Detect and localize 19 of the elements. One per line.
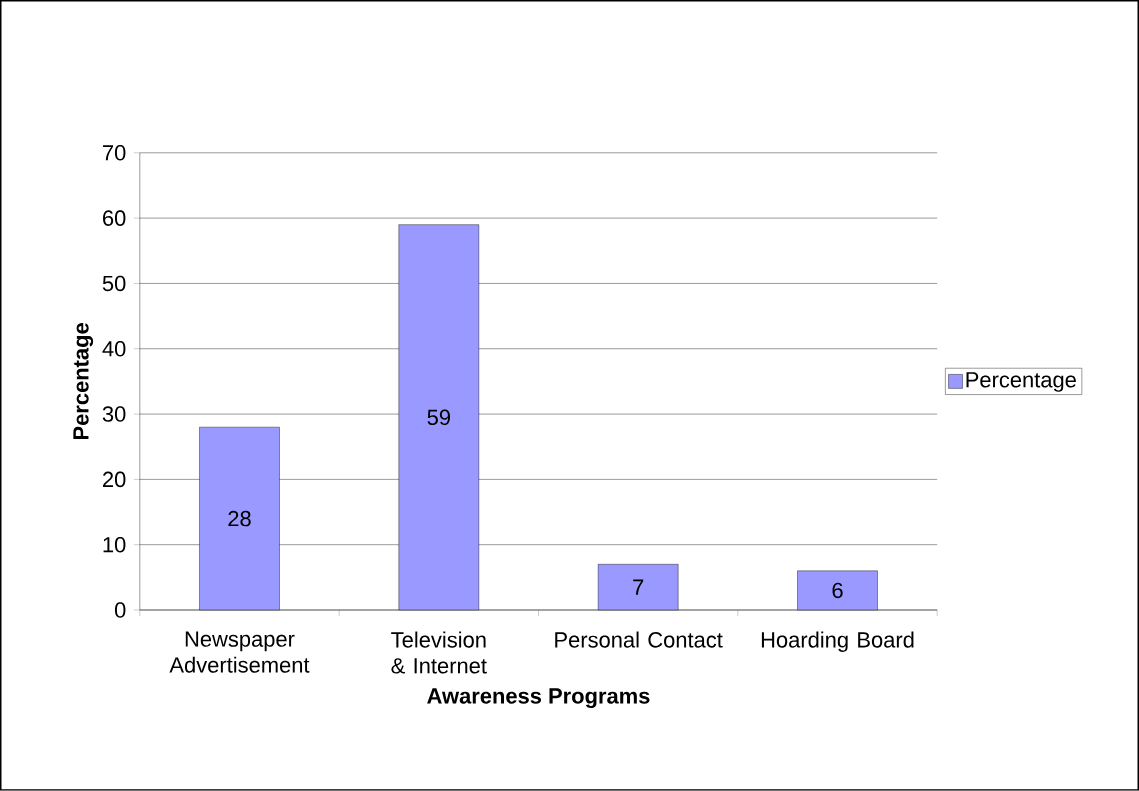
legend-label: Percentage <box>966 372 1076 392</box>
data-label: 28 <box>228 510 251 527</box>
x-tick-label: Personal Contact <box>555 631 723 648</box>
data-label: 6 <box>832 582 843 599</box>
x-tick-label: Newspaper Advertisement <box>169 631 310 673</box>
x-axis-title: Awareness Programs <box>427 688 650 709</box>
y-tick-label: 50 <box>102 275 126 292</box>
y-axis-title: Percentage <box>73 323 94 440</box>
y-tick-label: 40 <box>102 341 126 357</box>
y-tick-label: 60 <box>103 210 126 226</box>
data-label: 7 <box>633 579 644 595</box>
y-tick-label: 10 <box>103 537 126 553</box>
y-tick-label: 30 <box>102 406 126 422</box>
x-tick-label: Television & Internet <box>391 631 487 674</box>
y-tick-label: 20 <box>103 471 126 488</box>
y-tick-label: 70 <box>103 145 126 161</box>
data-label: 59 <box>427 409 450 426</box>
y-tick-label: 0 <box>114 602 126 618</box>
x-tick-label: Hoarding Board <box>761 631 914 653</box>
